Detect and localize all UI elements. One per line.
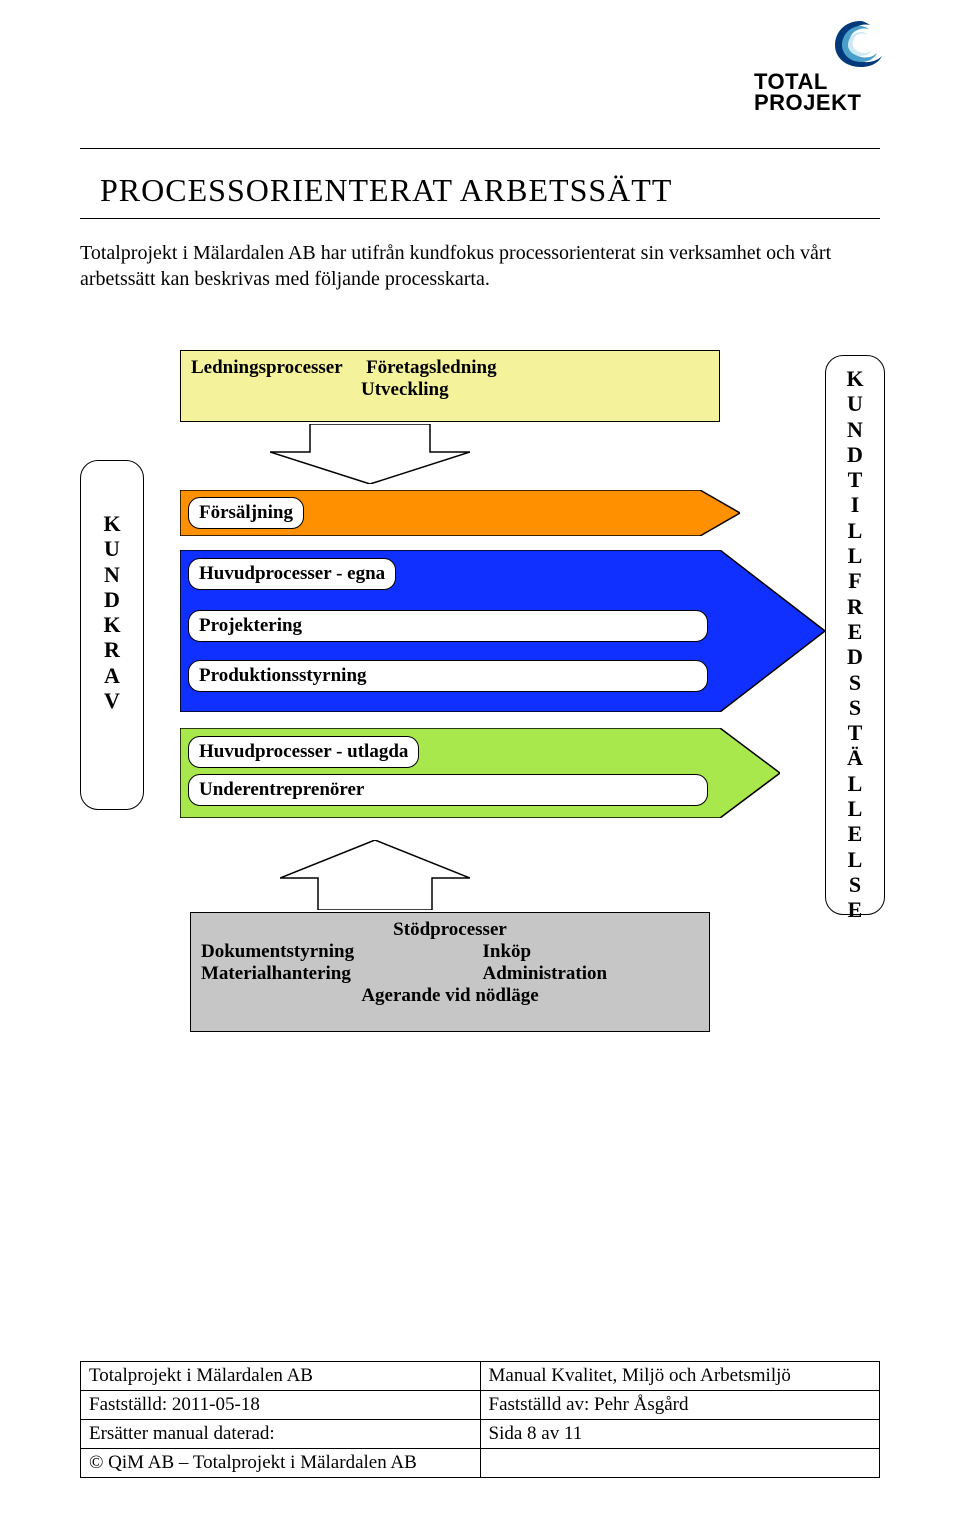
support-r2c1: Materialhantering	[201, 963, 482, 985]
footer-r4c1: © QiM AB – Totalprojekt i Mälardalen AB	[81, 1449, 481, 1478]
table-row: Fastställd: 2011-05-18 Fastställd av: Pe…	[81, 1391, 880, 1420]
main-out-title: Huvudprocesser - utlagda	[188, 736, 419, 768]
logo-line2: PROJEKT	[754, 90, 861, 115]
footer-r4c2	[480, 1449, 880, 1478]
support-r2c2: Administration	[482, 963, 699, 985]
logo-swirl-icon	[832, 18, 890, 70]
footer-r1c2: Manual Kvalitet, Miljö och Arbetsmiljö	[480, 1362, 880, 1391]
company-logo: TOTAL PROJEKT	[754, 18, 890, 114]
main-own-sub1: Projektering	[188, 610, 708, 642]
divider-top	[80, 148, 880, 149]
support-r1c2: Inköp	[482, 941, 699, 963]
footer-table: Totalprojekt i Mälardalen AB Manual Kval…	[80, 1361, 880, 1478]
leadership-box: Ledningsprocesser Företagsledning Utveck…	[180, 350, 720, 422]
kundkrav-label: KUNDKRAV	[81, 511, 143, 713]
support-r3: Agerande vid nödläge	[201, 985, 699, 1007]
divider-under-title	[80, 218, 880, 219]
kundtillfreds-box: KUNDTILLFREDSSTÄLLELSE	[825, 355, 885, 915]
footer-r2c2: Fastställd av: Pehr Åsgård	[480, 1391, 880, 1420]
section-title: PROCESSORIENTERAT ARBETSSÄTT	[100, 172, 672, 209]
table-row: Totalprojekt i Mälardalen AB Manual Kval…	[81, 1362, 880, 1391]
table-row: Ersätter manual daterad: Sida 8 av 11	[81, 1420, 880, 1449]
down-arrow-icon	[270, 424, 470, 484]
leadership-title-left: Ledningsprocesser	[191, 357, 342, 378]
main-out-sub1: Underentreprenörer	[188, 774, 708, 806]
main-own-sub2: Produktionsstyrning	[188, 660, 708, 692]
support-box: Stödprocesser Dokumentstyrning Inköp Mat…	[190, 912, 710, 1032]
main-own-title: Huvudprocesser - egna	[188, 558, 396, 590]
support-r1c1: Dokumentstyrning	[201, 941, 482, 963]
footer-r1c1: Totalprojekt i Mälardalen AB	[81, 1362, 481, 1391]
up-arrow-icon	[280, 840, 470, 910]
footer-r3c1: Ersätter manual daterad:	[81, 1420, 481, 1449]
kundtillfreds-label: KUNDTILLFREDSSTÄLLELSE	[826, 366, 884, 923]
leadership-title-right: Företagsledning	[366, 357, 497, 378]
process-diagram: KUNDKRAV KUNDTILLFREDSSTÄLLELSE Lednings…	[80, 350, 880, 1120]
kundkrav-box: KUNDKRAV	[80, 460, 144, 810]
support-title: Stödprocesser	[201, 919, 699, 941]
table-row: © QiM AB – Totalprojekt i Mälardalen AB	[81, 1449, 880, 1478]
intro-text: Totalprojekt i Mälardalen AB har utifrån…	[80, 240, 880, 292]
footer-r2c1: Fastställd: 2011-05-18	[81, 1391, 481, 1420]
leadership-subtitle: Utveckling	[191, 379, 709, 401]
sales-label: Försäljning	[188, 497, 304, 529]
footer-r3c2: Sida 8 av 11	[480, 1420, 880, 1449]
